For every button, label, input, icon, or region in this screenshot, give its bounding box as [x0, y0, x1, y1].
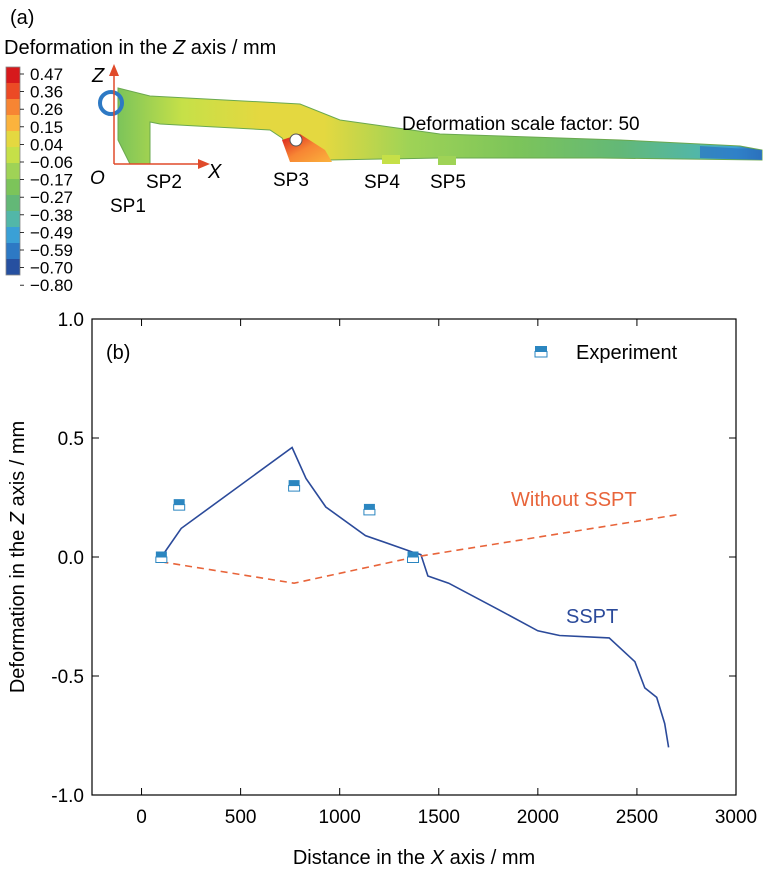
x-tick-label: 3000: [715, 807, 757, 828]
panel-a: (a) Deformation in the Z axis / mm 0.47 0…: [0, 0, 771, 300]
experiment-point-top: [288, 480, 300, 486]
experiment-points: [155, 480, 420, 563]
axis-z-label: Z: [91, 65, 105, 87]
colorbar-border: [5, 66, 21, 276]
colorbar-segment: [6, 99, 20, 115]
series-label-sspt: SSPT: [566, 606, 618, 628]
experiment-point-bottom: [155, 556, 168, 563]
experiment-point-top: [363, 503, 375, 510]
experiment-point-top: [407, 551, 419, 557]
colorbar-segment: [6, 259, 20, 275]
y-tick-label: 1.0: [58, 310, 84, 331]
colorbar: 0.470.360.260.150.04−0.06−0.17−0.27−0.38…: [5, 65, 73, 295]
experiment-point: [155, 551, 168, 563]
chart-svg: 0 500 1000 1500 2000 2500 3000 1.0 0.5 0.0 -0.5 -1.…: [7, 310, 757, 869]
legend-label: Experiment: [576, 342, 678, 364]
panel-a-label: (a): [10, 7, 34, 29]
scale-factor-text: Deformation scale factor: 50: [402, 114, 640, 135]
series-label-without-sspt: Without SSPT: [511, 489, 637, 511]
panel-b: 0 500 1000 1500 2000 2500 3000 1.0 0.5 0.0 -0.5 -1.…: [0, 300, 771, 872]
support-label-sp5: SP5: [430, 172, 466, 193]
legend: Experiment: [534, 342, 678, 364]
experiment-point-bottom: [288, 485, 301, 492]
experiment-point: [407, 551, 420, 563]
colorbar-title: Deformation in the Z axis / mm: [4, 37, 276, 59]
experiment-point-bottom: [407, 556, 420, 563]
colorbar-tick-label: 0.36: [30, 83, 63, 102]
colorbar-tick-label: 0.26: [30, 100, 63, 119]
colorbar-segment: [6, 163, 20, 179]
series-line-without-sspt: [161, 513, 681, 585]
axis-arrows: [109, 64, 210, 169]
colorbar-tick-label: −0.49: [30, 223, 73, 242]
deformed-structure: [98, 87, 763, 165]
colorbar-tick-label: 0.04: [30, 135, 63, 154]
experiment-point-bottom: [173, 504, 186, 511]
experiment-point: [288, 480, 301, 492]
x-tick-label: 500: [225, 807, 257, 828]
origin-label: O: [90, 168, 105, 189]
support-label-sp1: SP1: [110, 196, 146, 217]
experiment-point-top: [173, 499, 185, 505]
colorbar-tick-label: −0.27: [30, 188, 73, 207]
experiment-point: [363, 503, 376, 516]
y-tick-label: -1.0: [51, 786, 84, 807]
colorbar-tick-label: −0.06: [30, 153, 73, 172]
x-axis-label: Distance in the X axis / mm: [293, 847, 535, 869]
x-tick-label: 1500: [418, 807, 460, 828]
y-axis-label: Deformation in the Z axis / mm: [7, 421, 29, 693]
colorbar-tick-label: −0.59: [30, 241, 73, 260]
colorbar-segment: [6, 83, 20, 99]
colorbar-tick-label: −0.80: [30, 276, 73, 295]
x-tick-label: 1000: [319, 807, 361, 828]
colorbar-segment: [6, 195, 20, 211]
legend-marker-top: [535, 346, 547, 352]
colorbar-segment: [6, 147, 20, 163]
experiment-point-top: [155, 551, 167, 557]
axis-x-label: X: [207, 161, 222, 183]
y-tick-label: 0.0: [58, 548, 84, 569]
sp3-hole: [289, 133, 303, 147]
x-tick-label: 2500: [616, 807, 658, 828]
colorbar-segment: [6, 243, 20, 259]
support-label-sp4: SP4: [364, 172, 400, 193]
legend-marker-bottom: [534, 351, 548, 358]
colorbar-tick-label: −0.38: [30, 206, 73, 225]
colorbar-tick-label: −0.70: [30, 259, 73, 278]
colorbar-tick-label: 0.15: [30, 118, 63, 137]
colorbar-tick-label: −0.17: [30, 171, 73, 190]
panel-a-svg: (a) Deformation in the Z axis / mm 0.470…: [4, 7, 763, 295]
axis-ticks: 0 500 1000 1500 2000 2500 3000 1.0 0.5 0.0 -0.5 -1.…: [51, 310, 757, 828]
panel-b-label: (b): [106, 342, 130, 364]
experiment-point-bottom: [363, 508, 376, 516]
x-tick-label: 0: [136, 807, 147, 828]
y-tick-label: -0.5: [51, 667, 84, 688]
experiment-point: [173, 499, 186, 511]
colorbar-segment: [6, 179, 20, 195]
colorbar-segment: [6, 211, 20, 227]
support-label-sp2: SP2: [146, 172, 182, 193]
pivot-ring: [98, 90, 124, 116]
series-layer: [160, 446, 681, 748]
colorbar-segment: [6, 115, 20, 131]
colorbar-segment: [6, 67, 20, 83]
x-tick-label: 2000: [517, 807, 559, 828]
series-line-sspt: [160, 446, 670, 748]
colorbar-tick-label: 0.47: [30, 65, 63, 84]
support-label-sp3: SP3: [273, 170, 309, 191]
y-tick-label: 0.5: [58, 429, 84, 450]
colorbar-segment: [6, 131, 20, 147]
colorbar-segment: [6, 227, 20, 243]
